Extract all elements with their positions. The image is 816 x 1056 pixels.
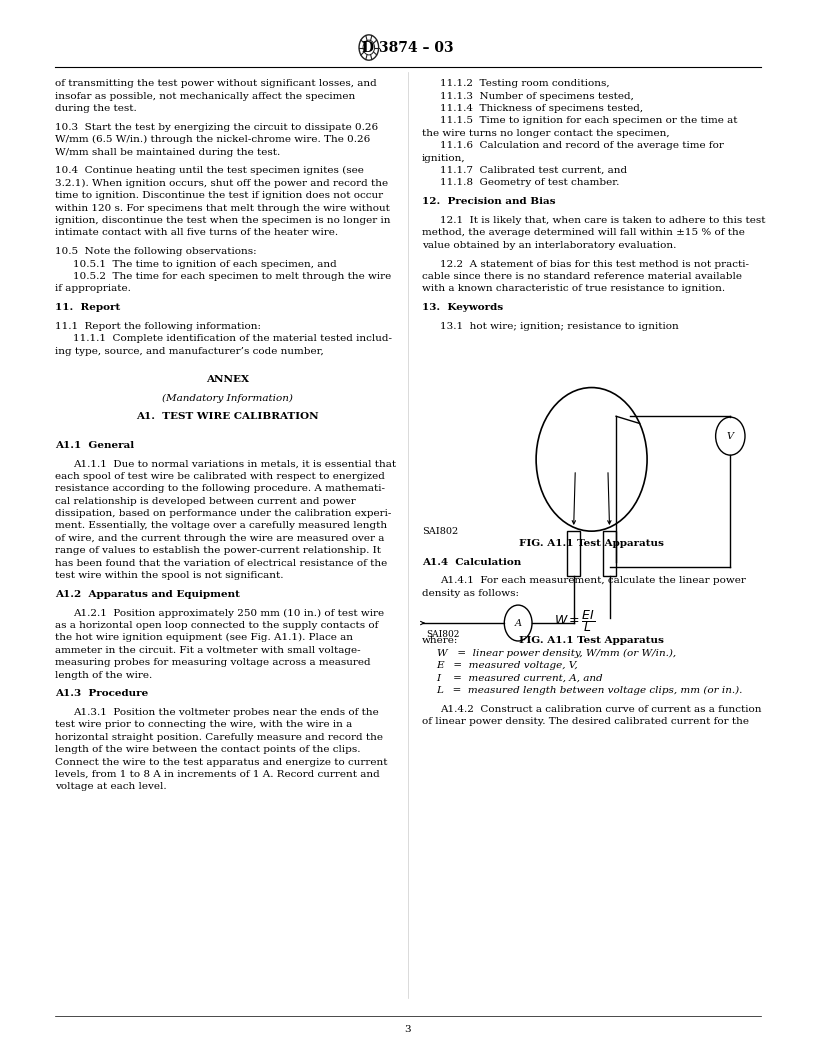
Text: time to ignition. Discontinue the test if ignition does not occur: time to ignition. Discontinue the test i… [55,191,384,201]
Text: V: V [727,432,734,440]
Text: 11.1.2  Testing room conditions,: 11.1.2 Testing room conditions, [440,79,610,89]
Text: FIG. A1.1 Test Apparatus: FIG. A1.1 Test Apparatus [519,539,663,548]
Text: of linear power density. The desired calibrated current for the: of linear power density. The desired cal… [422,717,749,727]
Text: A1.1.1  Due to normal variations in metals, it is essential that: A1.1.1 Due to normal variations in metal… [73,459,397,469]
Text: of transmitting the test power without significant losses, and: of transmitting the test power without s… [55,79,377,89]
Text: ing type, source, and manufacturer’s code number,: ing type, source, and manufacturer’s cod… [55,346,324,356]
Text: test wire within the spool is not significant.: test wire within the spool is not signif… [55,571,284,580]
Text: dissipation, based on performance under the calibration experi-: dissipation, based on performance under … [55,509,392,518]
Text: FIG. A1.1 Test Apparatus: FIG. A1.1 Test Apparatus [519,636,663,645]
Text: A: A [515,619,521,627]
Text: voltage at each level.: voltage at each level. [55,782,167,792]
Text: Connect the wire to the test apparatus and energize to current: Connect the wire to the test apparatus a… [55,758,388,767]
Text: E   =  measured voltage, V,: E = measured voltage, V, [437,661,579,671]
Text: length of the wire.: length of the wire. [55,671,153,680]
Bar [567,531,580,576]
Text: 10.5.2  The time for each specimen to melt through the wire: 10.5.2 The time for each specimen to mel… [73,272,392,281]
Text: intimate contact with all five turns of the heater wire.: intimate contact with all five turns of … [55,228,339,238]
Text: A1.4.1  For each measurement, calculate the linear power: A1.4.1 For each measurement, calculate t… [440,577,746,585]
Text: cal relationship is developed between current and power: cal relationship is developed between cu… [55,496,357,506]
Text: within 120 s. For specimens that melt through the wire without: within 120 s. For specimens that melt th… [55,204,390,212]
Text: I    =  measured current, A, and: I = measured current, A, and [437,674,603,682]
Text: D 3874 – 03: D 3874 – 03 [362,40,454,55]
Text: 11.1.3  Number of specimens tested,: 11.1.3 Number of specimens tested, [440,92,634,100]
Text: 11.1.6  Calculation and record of the average time for: 11.1.6 Calculation and record of the ave… [440,142,724,150]
Text: ANNEX: ANNEX [206,375,249,384]
Text: 12.2  A statement of bias for this test method is not practi-: 12.2 A statement of bias for this test m… [440,260,749,268]
Text: of wire, and the current through the wire are measured over a: of wire, and the current through the wir… [55,534,385,543]
Text: the wire turns no longer contact the specimen,: the wire turns no longer contact the spe… [422,129,669,138]
Text: with a known characteristic of true resistance to ignition.: with a known characteristic of true resi… [422,284,725,294]
Text: the hot wire ignition equipment (see Fig. A1.1). Place an: the hot wire ignition equipment (see Fig… [55,634,353,642]
Text: 11.1.8  Geometry of test chamber.: 11.1.8 Geometry of test chamber. [440,178,619,188]
Text: A1.3  Procedure: A1.3 Procedure [55,690,149,698]
Text: W/mm shall be maintained during the test.: W/mm shall be maintained during the test… [55,148,281,156]
Text: 13.  Keywords: 13. Keywords [422,303,503,313]
Text: 3.2.1). When ignition occurs, shut off the power and record the: 3.2.1). When ignition occurs, shut off t… [55,178,388,188]
Text: L   =  measured length between voltage clips, mm (or in.).: L = measured length between voltage clip… [437,686,743,695]
Text: length of the wire between the contact points of the clips.: length of the wire between the contact p… [55,746,361,754]
Text: each spool of test wire be calibrated with respect to energized: each spool of test wire be calibrated wi… [55,472,385,480]
Text: W/mm (6.5 W/in.) through the nickel-chrome wire. The 0.26: W/mm (6.5 W/in.) through the nickel-chro… [55,135,370,145]
Circle shape [716,417,745,455]
Text: 3: 3 [405,1025,411,1034]
Text: (Mandatory Information): (Mandatory Information) [162,394,293,402]
Text: if appropriate.: if appropriate. [55,284,131,294]
Text: 11.1.5  Time to ignition for each specimen or the time at: 11.1.5 Time to ignition for each specime… [440,116,738,126]
Text: ammeter in the circuit. Fit a voltmeter with small voltage-: ammeter in the circuit. Fit a voltmeter … [55,646,361,655]
Text: 13.1  hot wire; ignition; resistance to ignition: 13.1 hot wire; ignition; resistance to i… [440,322,679,331]
Text: 12.  Precision and Bias: 12. Precision and Bias [422,197,556,206]
Text: A1.2.1  Position approximately 250 mm (10 in.) of test wire: A1.2.1 Position approximately 250 mm (10… [73,608,384,618]
Text: resistance according to the following procedure. A mathemati-: resistance according to the following pr… [55,485,385,493]
Text: 10.3  Start the test by energizing the circuit to dissipate 0.26: 10.3 Start the test by energizing the ci… [55,122,379,132]
Text: ignition,: ignition, [422,154,465,163]
Text: 10.5.1  The time to ignition of each specimen, and: 10.5.1 The time to ignition of each spec… [73,260,337,268]
Text: ment. Essentially, the voltage over a carefully measured length: ment. Essentially, the voltage over a ca… [55,522,388,530]
Text: 11.  Report: 11. Report [55,303,121,313]
Text: insofar as possible, not mechanically affect the specimen: insofar as possible, not mechanically af… [55,92,356,100]
Text: SAI802: SAI802 [426,630,459,640]
Text: 12.1  It is likely that, when care is taken to adhere to this test: 12.1 It is likely that, when care is tak… [440,216,765,225]
Text: 11.1.4  Thickness of specimens tested,: 11.1.4 Thickness of specimens tested, [440,105,643,113]
Text: A1.4  Calculation: A1.4 Calculation [422,558,521,567]
Text: value obtained by an interlaboratory evaluation.: value obtained by an interlaboratory eva… [422,241,676,250]
Text: 10.5  Note the following observations:: 10.5 Note the following observations: [55,247,257,257]
Text: cable since there is no standard reference material available: cable since there is no standard referen… [422,272,742,281]
Text: A1.1  General: A1.1 General [55,440,135,450]
Circle shape [504,605,532,641]
Text: density as follows:: density as follows: [422,589,519,598]
Text: 11.1  Report the following information:: 11.1 Report the following information: [55,322,261,331]
Text: A1.  TEST WIRE CALIBRATION: A1. TEST WIRE CALIBRATION [136,413,319,421]
Text: during the test.: during the test. [55,105,137,113]
Text: $W = \dfrac{EI}{L}$: $W = \dfrac{EI}{L}$ [553,607,595,634]
Bar [603,531,616,576]
Text: method, the average determined will fall within ±15 % of the: method, the average determined will fall… [422,228,745,238]
Text: W   =  linear power density, W/mm (or W/in.),: W = linear power density, W/mm (or W/in.… [437,648,676,658]
Text: horizontal straight position. Carefully measure and record the: horizontal straight position. Carefully … [55,733,384,742]
Text: has been found that the variation of electrical resistance of the: has been found that the variation of ele… [55,559,388,568]
Text: A1.4.2  Construct a calibration curve of current as a function: A1.4.2 Construct a calibration curve of … [440,704,761,714]
Text: 10.4  Continue heating until the test specimen ignites (see: 10.4 Continue heating until the test spe… [55,167,365,175]
Text: SAI802: SAI802 [422,527,458,535]
Text: test wire prior to connecting the wire, with the wire in a: test wire prior to connecting the wire, … [55,720,353,730]
Text: range of values to establish the power-current relationship. It: range of values to establish the power-c… [55,546,382,555]
Text: A1.2  Apparatus and Equipment: A1.2 Apparatus and Equipment [55,590,241,599]
Text: 11.1.7  Calibrated test current, and: 11.1.7 Calibrated test current, and [440,166,627,175]
Text: levels, from 1 to 8 A in increments of 1 A. Record current and: levels, from 1 to 8 A in increments of 1… [55,770,380,779]
Text: where:: where: [422,637,459,645]
Text: A1.3.1  Position the voltmeter probes near the ends of the: A1.3.1 Position the voltmeter probes nea… [73,709,379,717]
Text: as a horizontal open loop connected to the supply contacts of: as a horizontal open loop connected to t… [55,621,379,630]
Text: 11.1.1  Complete identification of the material tested includ-: 11.1.1 Complete identification of the ma… [73,335,392,343]
Text: ignition, discontinue the test when the specimen is no longer in: ignition, discontinue the test when the … [55,216,391,225]
Text: measuring probes for measuring voltage across a measured: measuring probes for measuring voltage a… [55,658,371,667]
